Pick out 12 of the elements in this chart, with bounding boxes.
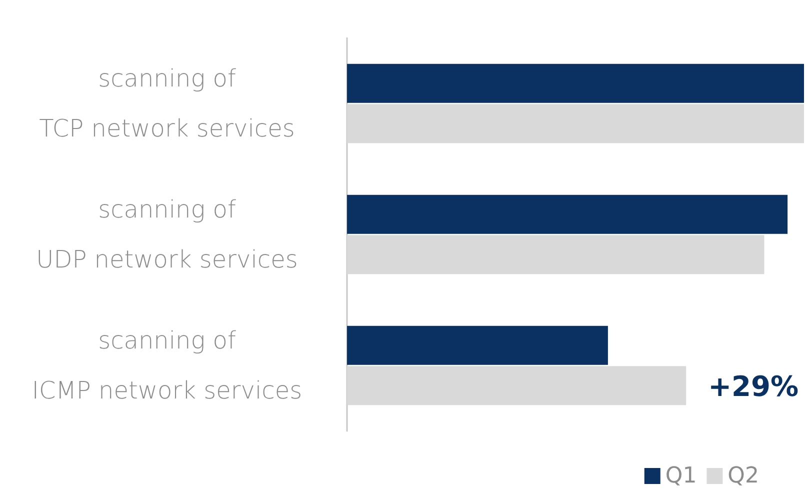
y-tick-label: scanning of TCP network services — [39, 64, 295, 142]
bar — [347, 326, 608, 365]
legend-label: Q2 — [728, 464, 760, 488]
y-tick-label: scanning of ICMP network services — [32, 326, 302, 404]
annotation: +29% — [708, 370, 799, 403]
y-tick-label: scanning of UDP network services — [36, 196, 298, 274]
bar — [347, 104, 804, 144]
bar — [347, 235, 764, 274]
legend-label: Q1 — [665, 464, 697, 488]
bar — [347, 366, 686, 406]
bar — [347, 194, 788, 234]
bar — [347, 64, 804, 103]
